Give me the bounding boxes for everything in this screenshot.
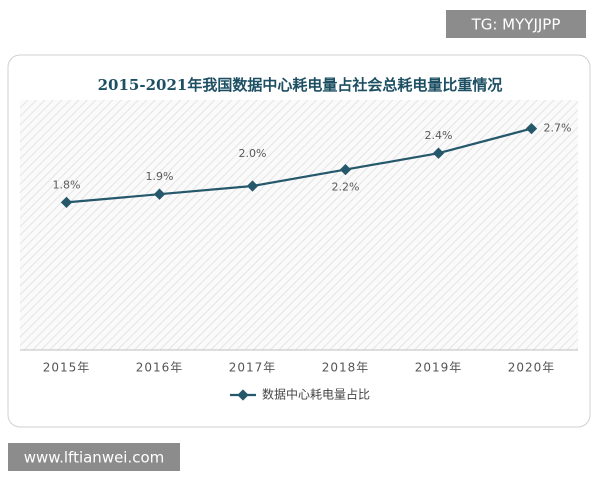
data-point: [153, 188, 166, 200]
x-tick-label: 2019年: [415, 361, 463, 375]
data-point: [246, 180, 259, 192]
data-point: [339, 163, 352, 176]
watermark: www.lftianwei.com: [24, 449, 165, 467]
data-label: 2.2%: [332, 181, 360, 194]
data-label: 1.9%: [146, 170, 174, 183]
legend-marker: [237, 389, 249, 401]
x-tick-label: 2015年: [43, 361, 91, 375]
data-point: [525, 122, 538, 135]
legend-label: 数据中心耗电量占比: [262, 387, 370, 402]
data-label: 2.0%: [239, 147, 267, 160]
x-tick-label: 2017年: [229, 361, 277, 375]
x-tick-label: 2020年: [508, 361, 556, 375]
data-label: 2.4%: [425, 129, 453, 142]
watermark: TG: MYYJJPP: [471, 16, 561, 34]
data-point: [432, 147, 445, 159]
data-label: 2.7%: [544, 122, 572, 135]
x-tick-label: 2016年: [136, 361, 184, 375]
data-label: 1.8%: [53, 178, 81, 191]
chart-title: 2015-2021年我国数据中心耗电量占社会总耗电量比重情况: [98, 76, 503, 94]
watermark-box: [8, 443, 180, 471]
data-line: [66, 127, 532, 204]
x-tick-label: 2018年: [322, 361, 370, 375]
watermark-box: [446, 10, 586, 38]
